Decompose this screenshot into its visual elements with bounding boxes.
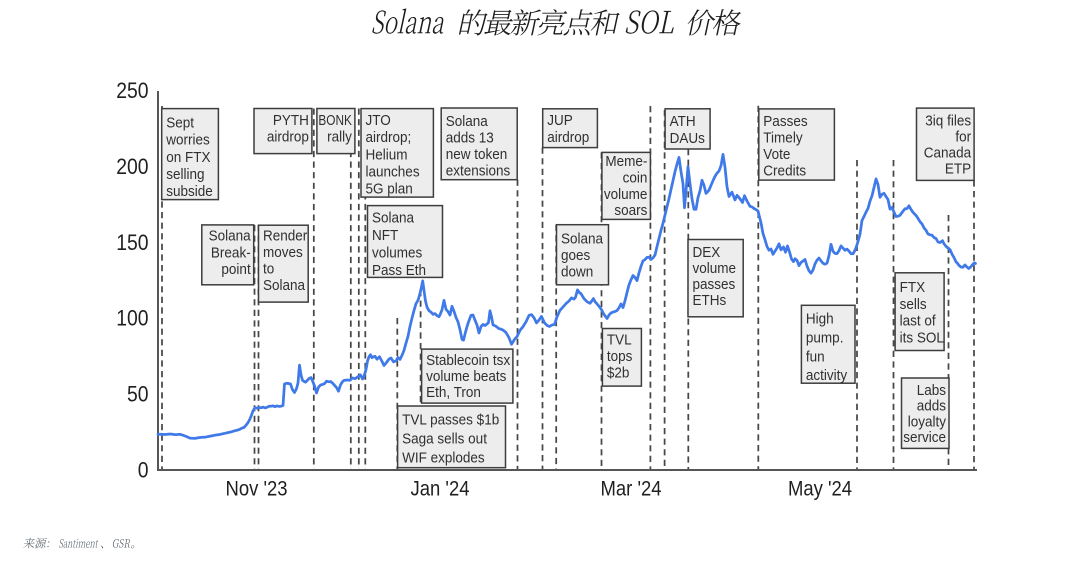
svg-text:extensions: extensions — [446, 162, 511, 178]
svg-text:on FTX: on FTX — [166, 148, 210, 164]
svg-text:DAUs: DAUs — [670, 130, 705, 146]
svg-text:Render: Render — [263, 227, 308, 243]
svg-text:airdrop: airdrop — [267, 128, 309, 144]
svg-text:0: 0 — [138, 458, 149, 482]
svg-text:DEX: DEX — [693, 243, 721, 259]
svg-text:$2b: $2b — [607, 364, 630, 380]
svg-text:volume: volume — [693, 259, 737, 275]
svg-text:May '24: May '24 — [788, 477, 852, 500]
svg-text:volume: volume — [604, 185, 648, 201]
svg-text:Timely: Timely — [763, 129, 802, 145]
svg-text:its SOL: its SOL — [900, 329, 945, 345]
svg-text:volume beats: volume beats — [426, 368, 506, 384]
svg-text:Mar '24: Mar '24 — [600, 477, 661, 500]
svg-text:Labs: Labs — [917, 381, 946, 397]
svg-text:Credits: Credits — [763, 162, 806, 178]
svg-text:moves: moves — [263, 244, 303, 260]
svg-text:TVL passes $1b: TVL passes $1b — [402, 411, 499, 427]
svg-text:tops: tops — [607, 348, 633, 364]
svg-text:50: 50 — [127, 382, 149, 406]
svg-text:soars: soars — [614, 202, 647, 218]
svg-text:WIF explodes: WIF explodes — [402, 449, 485, 465]
svg-text:Pass Eth: Pass Eth — [372, 262, 426, 278]
svg-text:point: point — [221, 261, 250, 277]
svg-text:NFT: NFT — [372, 227, 399, 243]
svg-text:Solana: Solana — [263, 277, 305, 293]
svg-text:volumes: volumes — [372, 244, 422, 260]
svg-text:airdrop;: airdrop; — [366, 129, 412, 145]
svg-text:rally: rally — [327, 128, 352, 144]
svg-text:ETHs: ETHs — [693, 291, 727, 307]
svg-text:Nov '23: Nov '23 — [225, 477, 287, 500]
svg-text:coin: coin — [623, 169, 648, 185]
svg-text:100: 100 — [116, 307, 148, 331]
svg-text:sells: sells — [900, 296, 927, 312]
svg-text:High: High — [806, 310, 834, 326]
svg-text:Jan '24: Jan '24 — [411, 477, 470, 500]
svg-text:subside: subside — [166, 183, 213, 199]
svg-text:3iq files: 3iq files — [925, 112, 971, 128]
svg-text:Stablecoin tsx: Stablecoin tsx — [426, 352, 510, 368]
svg-text:ETP: ETP — [945, 160, 971, 176]
svg-text:PYTH: PYTH — [273, 112, 309, 128]
svg-text:Break-: Break- — [211, 244, 251, 260]
svg-text:JTO: JTO — [366, 112, 391, 128]
svg-text:down: down — [561, 263, 593, 279]
svg-text:Solana: Solana — [561, 230, 603, 246]
svg-text:Meme-: Meme- — [605, 153, 647, 169]
svg-text:ATH: ATH — [670, 113, 696, 129]
svg-text:BONK: BONK — [318, 112, 352, 128]
svg-text:for: for — [955, 128, 971, 144]
svg-text:goes: goes — [561, 247, 590, 263]
svg-text:JUP: JUP — [547, 112, 573, 128]
svg-text:launches: launches — [366, 163, 420, 179]
svg-text:pump.: pump. — [806, 329, 844, 345]
svg-text:loyalty: loyalty — [908, 413, 946, 429]
svg-text:activity: activity — [806, 367, 847, 383]
svg-text:passes: passes — [693, 275, 736, 291]
svg-text:Sept: Sept — [166, 114, 194, 130]
svg-text:5G plan: 5G plan — [366, 180, 413, 196]
svg-text:to: to — [263, 260, 275, 276]
svg-text:last of: last of — [900, 312, 936, 328]
svg-text:Passes: Passes — [763, 112, 807, 128]
svg-text:Solana: Solana — [446, 113, 488, 129]
svg-text:worries: worries — [165, 131, 210, 147]
svg-text:200: 200 — [116, 155, 148, 179]
svg-text:Canada: Canada — [924, 144, 972, 160]
svg-text:fun: fun — [806, 348, 825, 364]
svg-text:Solana: Solana — [372, 209, 414, 225]
svg-text:adds: adds — [917, 397, 946, 413]
svg-text:airdrop: airdrop — [547, 129, 589, 145]
svg-text:Vote: Vote — [763, 146, 790, 162]
svg-text:Eth, Tron: Eth, Tron — [426, 384, 481, 400]
svg-text:FTX: FTX — [900, 279, 926, 295]
svg-text:Helium: Helium — [366, 146, 408, 162]
svg-text:250: 250 — [116, 79, 148, 103]
svg-text:service: service — [903, 429, 946, 445]
svg-text:Saga sells out: Saga sells out — [402, 430, 487, 446]
svg-text:selling: selling — [166, 166, 204, 182]
svg-text:new token: new token — [446, 146, 508, 162]
svg-text:adds 13: adds 13 — [446, 129, 494, 145]
svg-text:TVL: TVL — [607, 331, 632, 347]
svg-text:150: 150 — [116, 231, 148, 255]
svg-text:Solana: Solana — [209, 227, 251, 243]
